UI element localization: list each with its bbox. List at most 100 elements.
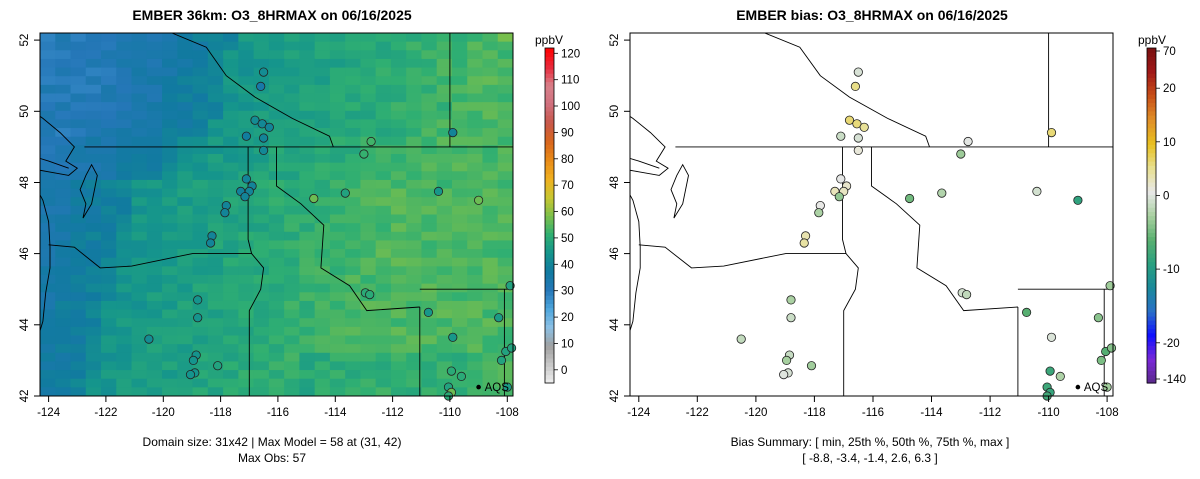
- model-grid-cell: [162, 128, 178, 138]
- model-grid-cell: [421, 197, 438, 207]
- model-grid-cell: [131, 33, 148, 43]
- colorbar-swatch: [1147, 60, 1156, 66]
- model-grid-cell: [253, 370, 270, 380]
- model-grid-cell: [162, 41, 178, 51]
- model-grid-cell: [223, 58, 239, 69]
- colorbar-swatch: [1147, 228, 1156, 233]
- model-grid-cell: [451, 318, 468, 328]
- model-grid-cell: [360, 335, 377, 345]
- model-grid-cell: [497, 283, 513, 293]
- model-grid-cell: [329, 344, 346, 354]
- model-grid-cell: [70, 67, 87, 77]
- colorbar-swatch: [1147, 161, 1156, 166]
- model-grid-cell: [406, 119, 422, 129]
- model-grid-cell: [223, 110, 239, 120]
- model-grid-cell: [268, 352, 285, 362]
- model-grid-cell: [421, 266, 438, 276]
- model-grid-cell: [146, 58, 163, 69]
- model-grid-cell: [207, 283, 224, 293]
- border-line: [48, 244, 252, 269]
- colorbar-swatch: [545, 249, 554, 254]
- model-grid-cell: [436, 205, 453, 215]
- model-grid-cell: [146, 249, 163, 259]
- model-grid-cell: [268, 283, 285, 293]
- model-grid-cell: [238, 300, 255, 311]
- model-grid-cell: [375, 318, 392, 328]
- colorbar-swatch: [545, 265, 554, 271]
- colorbar-swatch: [1147, 244, 1156, 250]
- obs-station-marker: [446, 366, 456, 376]
- model-grid-cell: [345, 370, 361, 380]
- model-grid-cell: [299, 136, 316, 146]
- model-grid-cell: [497, 292, 513, 302]
- model-grid-cell: [238, 266, 255, 276]
- model-grid-cell: [146, 257, 163, 267]
- model-grid-cell: [253, 102, 270, 112]
- model-grid-cell: [131, 300, 148, 311]
- model-grid-cell: [314, 387, 331, 396]
- colorbar-tick-label: 10: [1163, 137, 1176, 149]
- model-grid-cell: [207, 257, 224, 267]
- model-grid-cell: [253, 283, 270, 293]
- model-grid-cell: [299, 223, 316, 233]
- model-grid-cell: [253, 361, 270, 371]
- model-grid-cell: [436, 300, 453, 311]
- model-grid-cell: [299, 318, 316, 328]
- model-grid-cell: [345, 50, 361, 60]
- model-grid-cell: [299, 335, 316, 345]
- model-grid-cell: [101, 266, 117, 276]
- model-grid-cell: [497, 266, 513, 276]
- model-grid-cell: [131, 309, 148, 319]
- model-grid-cell: [253, 378, 270, 388]
- model-grid-cell: [314, 223, 331, 233]
- model-grid-cell: [482, 249, 499, 259]
- model-grid-cell: [238, 41, 255, 51]
- right-aqs-label: AQS: [1084, 382, 1109, 394]
- model-grid-cell: [375, 387, 392, 396]
- colorbar-swatch: [545, 207, 554, 212]
- model-grid-cell: [177, 67, 194, 77]
- model-grid-cell: [70, 41, 87, 51]
- model-grid-cell: [345, 335, 361, 345]
- model-grid-cell: [314, 162, 331, 172]
- model-grid-cell: [497, 128, 513, 138]
- model-grid-cell: [146, 50, 163, 60]
- model-grid-cell: [101, 257, 117, 267]
- model-grid-cell: [162, 119, 178, 129]
- obs-station-marker: [423, 307, 433, 317]
- model-grid-cell: [345, 102, 361, 112]
- model-grid-cell: [421, 171, 438, 181]
- model-grid-cell: [345, 223, 361, 233]
- model-grid-cell: [70, 335, 87, 345]
- model-grid-cell: [238, 352, 255, 362]
- colorbar-swatch: [545, 341, 554, 346]
- model-grid-cell: [375, 352, 392, 362]
- colorbar-swatch: [1147, 341, 1156, 346]
- model-grid-cell: [467, 188, 483, 198]
- model-grid-cell: [390, 128, 407, 138]
- model-grid-cell: [116, 197, 133, 207]
- model-grid-cell: [101, 361, 117, 371]
- model-grid-cell: [131, 67, 148, 77]
- colorbar-swatch: [545, 253, 554, 258]
- model-grid-cell: [207, 119, 224, 129]
- model-grid-cell: [85, 344, 102, 354]
- model-grid-cell: [329, 33, 346, 43]
- bias-station-marker: [1096, 355, 1106, 365]
- model-grid-cell: [85, 214, 102, 224]
- model-grid-cell: [299, 171, 316, 181]
- model-grid-cell: [177, 154, 194, 164]
- model-grid-cell: [238, 370, 255, 380]
- model-grid-cell: [131, 188, 148, 198]
- model-grid-cell: [55, 283, 72, 293]
- model-grid-cell: [360, 188, 377, 198]
- model-grid-cell: [314, 197, 331, 207]
- model-grid-cell: [116, 326, 133, 336]
- model-grid-cell: [55, 214, 72, 224]
- model-grid-cell: [192, 162, 209, 172]
- model-grid-cell: [375, 197, 392, 207]
- model-grid-cell: [207, 162, 224, 172]
- model-grid-cell: [131, 231, 148, 241]
- model-grid-cell: [329, 102, 346, 112]
- model-grid-cell: [146, 214, 163, 224]
